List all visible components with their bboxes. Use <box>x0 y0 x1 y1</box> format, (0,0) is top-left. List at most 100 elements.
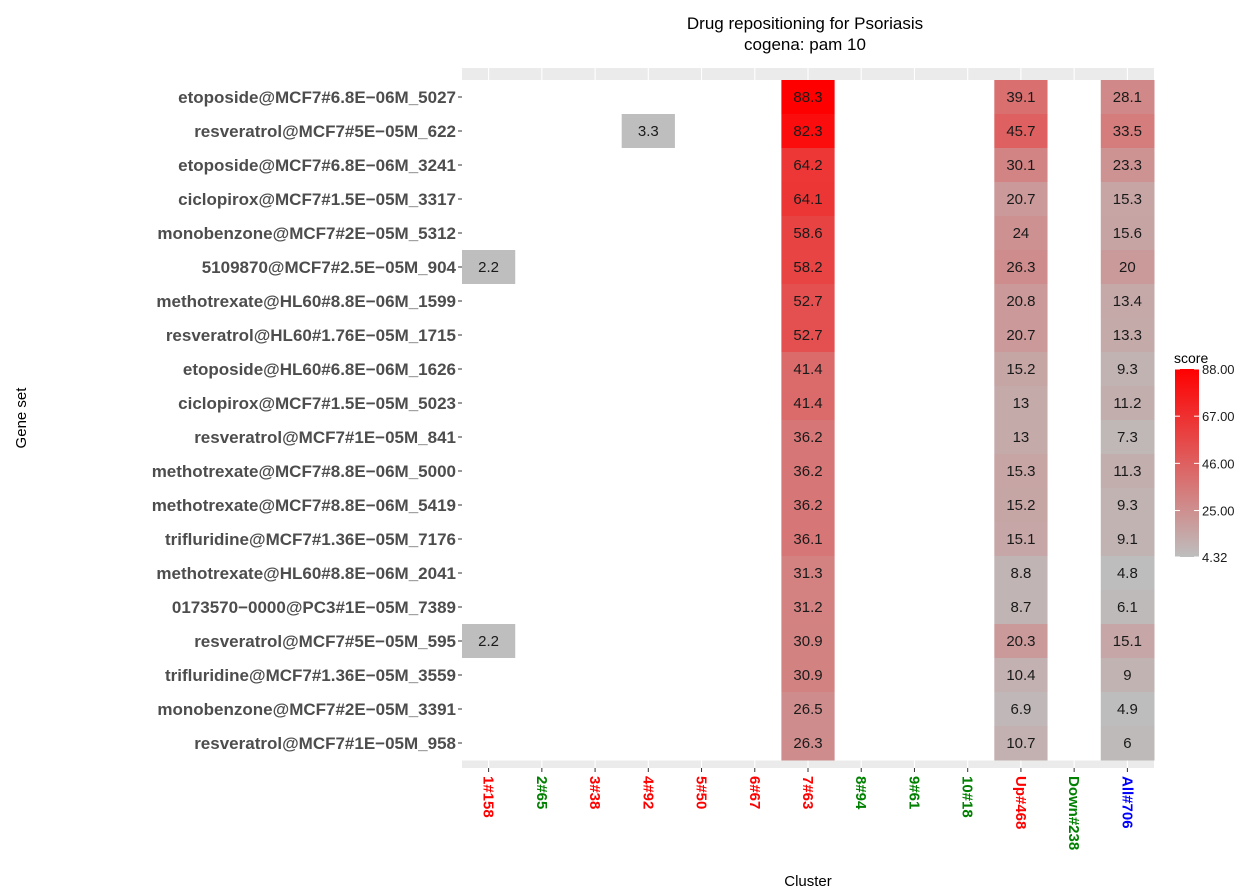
empty-cell <box>621 80 676 115</box>
cell-value-label: 26.3 <box>1006 259 1035 276</box>
empty-cell <box>728 250 782 285</box>
heatmap-cell <box>1100 216 1155 251</box>
empty-cell <box>941 148 995 183</box>
empty-cell <box>1047 454 1102 489</box>
heatmap-cell <box>994 522 1049 557</box>
cell-value-label: 88.3 <box>793 89 822 106</box>
empty-cell <box>834 284 889 319</box>
empty-cell <box>674 522 729 557</box>
empty-cell <box>834 420 889 455</box>
heatmap-cell <box>1100 488 1155 523</box>
heatmap-cell <box>781 80 836 115</box>
empty-cell <box>941 352 995 387</box>
cell-value-label: 58.2 <box>793 259 822 276</box>
empty-cell <box>941 284 995 319</box>
empty-cell <box>941 80 995 115</box>
empty-cell <box>462 556 516 591</box>
heatmap-cell <box>994 318 1049 353</box>
heatmap-cell <box>1100 658 1155 693</box>
heatmap-cell <box>994 80 1049 115</box>
empty-cell <box>462 386 516 421</box>
empty-cell <box>568 318 623 353</box>
empty-cell <box>1047 216 1102 251</box>
cell-value-label: 30.9 <box>793 633 822 650</box>
empty-cell <box>568 114 623 149</box>
empty-cell <box>941 182 995 217</box>
heatmap-cell <box>1100 114 1155 149</box>
y-tick-label: methotrexate@MCF7#8.8E−06M_5419 <box>152 496 456 515</box>
x-tick-label: Up#468 <box>1012 776 1029 829</box>
heatmap-cell <box>781 114 836 149</box>
empty-cell <box>728 624 782 659</box>
empty-cell <box>674 216 729 251</box>
empty-cell <box>887 692 942 727</box>
empty-cell <box>568 556 623 591</box>
heatmap-cell <box>781 658 836 693</box>
empty-cell <box>1047 556 1102 591</box>
empty-cell <box>834 182 889 217</box>
empty-cell <box>621 284 676 319</box>
empty-cell <box>621 148 676 183</box>
empty-cell <box>728 80 782 115</box>
cell-value-label: 8.7 <box>1010 599 1031 616</box>
cell-value-label: 10.4 <box>1006 667 1035 684</box>
cell-value-label: 11.2 <box>1113 395 1141 412</box>
empty-cell <box>568 386 623 421</box>
empty-cell <box>1047 318 1102 353</box>
empty-cell <box>674 352 729 387</box>
empty-cell <box>834 80 889 115</box>
cell-value-label: 2.2 <box>478 259 499 276</box>
empty-cell <box>568 590 623 625</box>
heatmap-cell <box>462 250 516 285</box>
empty-cell <box>462 148 516 183</box>
empty-cell <box>941 624 995 659</box>
y-tick-label: resveratrol@MCF7#1E−05M_958 <box>194 734 456 753</box>
x-tick-label: All#706 <box>1118 776 1135 829</box>
heatmap-cell <box>994 658 1049 693</box>
empty-cell <box>462 658 516 693</box>
y-tick-label: trifluridine@MCF7#1.36E−05M_7176 <box>165 530 456 549</box>
x-tick-label: 7#63 <box>799 776 816 809</box>
cell-value-label: 26.5 <box>793 701 822 718</box>
cell-value-label: 15.1 <box>1113 633 1142 650</box>
cell-value-label: 6.1 <box>1117 599 1138 616</box>
y-tick-label: etoposide@MCF7#6.8E−06M_3241 <box>178 156 456 175</box>
legend-tick-label: 88.00 <box>1202 362 1235 377</box>
heatmap-cell <box>994 386 1049 421</box>
color-legend: score 88.00 67.00 46.00 25.00 4.32 <box>1174 350 1235 565</box>
empty-cell <box>941 726 995 761</box>
cell-value-label: 20 <box>1119 259 1136 276</box>
heatmap-cell <box>994 182 1049 217</box>
empty-cell <box>515 590 569 625</box>
empty-cell <box>515 80 569 115</box>
empty-cell <box>621 658 676 693</box>
heatmap-cell <box>781 182 836 217</box>
cell-value-label: 6.9 <box>1010 701 1031 718</box>
cell-value-label: 36.2 <box>793 497 822 514</box>
empty-cell <box>887 80 942 115</box>
empty-cell <box>462 590 516 625</box>
empty-cell <box>621 590 676 625</box>
cell-value-label: 20.8 <box>1006 293 1035 310</box>
empty-cell <box>462 692 516 727</box>
cell-value-label: 15.1 <box>1006 531 1035 548</box>
empty-cell <box>728 352 782 387</box>
heatmap-cell <box>1100 250 1155 285</box>
empty-cell <box>462 726 516 761</box>
empty-cell <box>462 352 516 387</box>
empty-cell <box>941 692 995 727</box>
empty-cell <box>674 148 729 183</box>
cell-value-label: 13.3 <box>1113 327 1142 344</box>
empty-cell <box>515 352 569 387</box>
empty-cell <box>728 420 782 455</box>
cell-value-label: 23.3 <box>1113 157 1142 174</box>
heatmap-cell <box>781 692 836 727</box>
empty-cell <box>462 216 516 251</box>
empty-cell <box>1047 658 1102 693</box>
empty-cell <box>568 216 623 251</box>
empty-cell <box>674 114 729 149</box>
empty-cell <box>568 284 623 319</box>
empty-cell <box>674 454 729 489</box>
x-tick-label: 1#158 <box>480 776 497 818</box>
